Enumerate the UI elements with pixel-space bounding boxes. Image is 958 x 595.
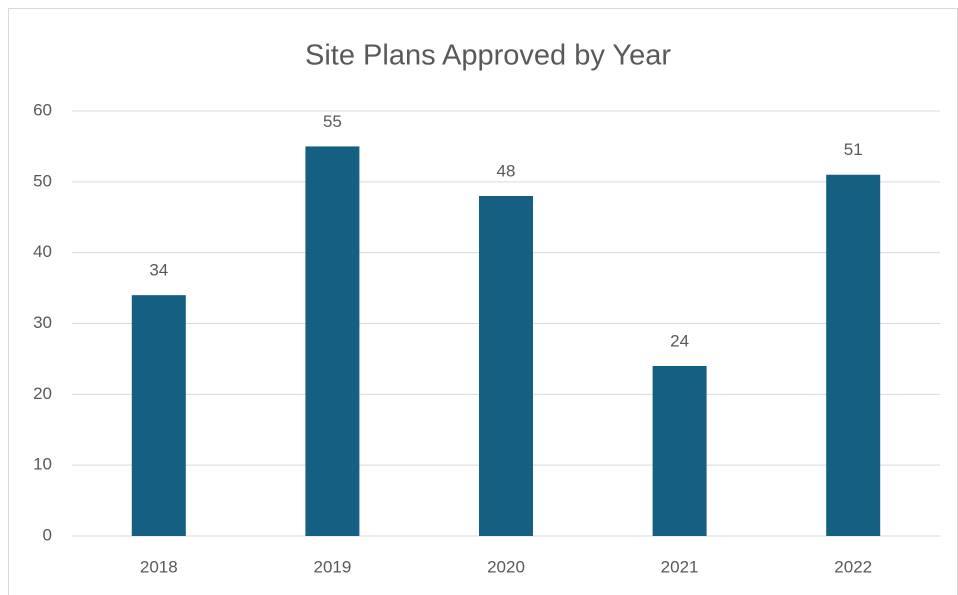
x-tick-label: 2021 xyxy=(661,557,699,576)
data-label: 51 xyxy=(844,140,863,159)
data-label: 55 xyxy=(323,112,342,131)
bar xyxy=(826,174,881,536)
bar xyxy=(652,366,707,536)
bar xyxy=(305,146,360,536)
x-tick-label: 2022 xyxy=(834,557,872,576)
data-label: 34 xyxy=(149,261,168,280)
data-label: 48 xyxy=(497,161,516,180)
bar xyxy=(479,196,533,536)
y-tick-label: 20 xyxy=(33,384,52,403)
y-tick-label: 0 xyxy=(43,525,52,544)
y-tick-label: 30 xyxy=(33,313,52,332)
y-tick-label: 40 xyxy=(33,242,52,261)
bar xyxy=(131,295,186,536)
chart-title: Site Plans Approved by Year xyxy=(305,40,671,72)
x-tick-label: 2018 xyxy=(140,557,178,576)
data-label: 24 xyxy=(670,331,689,350)
x-tick-label: 2020 xyxy=(487,557,525,576)
y-tick-label: 10 xyxy=(33,455,52,474)
y-tick-label: 60 xyxy=(33,100,52,119)
x-tick-label: 2019 xyxy=(313,557,351,576)
y-tick-label: 50 xyxy=(33,171,52,190)
